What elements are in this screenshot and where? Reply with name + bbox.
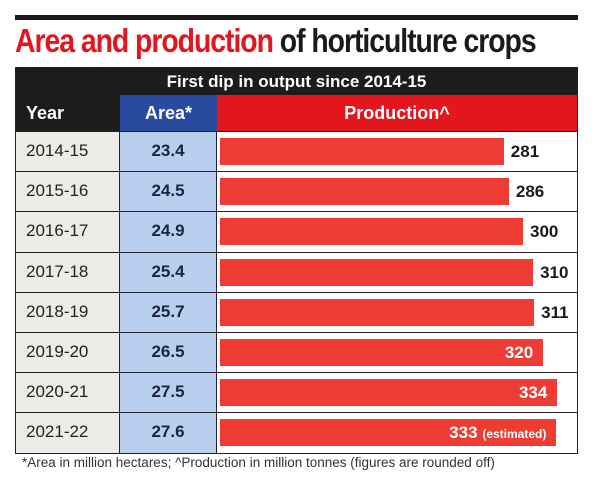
top-rule — [15, 15, 578, 20]
production-value: 310 — [540, 262, 569, 282]
header-row: Year Area* Production^ — [16, 95, 577, 131]
chart-title: Area and production of horticulture crop… — [15, 22, 537, 60]
production-label: 334 — [519, 379, 547, 406]
table-row: 2014-15 23.4 281 — [16, 131, 577, 172]
area-cell: 27.5 — [120, 373, 217, 413]
area-cell: 23.4 — [120, 132, 217, 172]
year-cell: 2020-21 — [16, 373, 120, 413]
production-bar — [220, 138, 504, 165]
production-value: 320 — [504, 342, 534, 362]
production-value: 333 — [449, 423, 478, 443]
header-year: Year — [16, 95, 120, 131]
area-cell: 24.5 — [120, 172, 217, 212]
year-cell: 2021-22 — [16, 413, 120, 453]
data-table: First dip in output since 2014-15 Year A… — [15, 67, 578, 454]
production-bar — [220, 218, 523, 246]
production-cell: 334 — [217, 373, 577, 413]
area-cell: 24.9 — [120, 212, 217, 252]
estimated-note: (estimated) — [482, 427, 547, 442]
production-value: 334 — [518, 383, 548, 403]
production-bar — [220, 338, 544, 366]
area-cell: 27.6 — [120, 413, 217, 453]
title-rest: of horticulture crops — [279, 22, 537, 59]
table-row: 2017-18 25.4 310 — [16, 251, 577, 292]
subtitle: First dip in output since 2014-15 — [16, 68, 577, 95]
area-cell: 25.4 — [120, 252, 217, 292]
year-cell: 2014-15 — [16, 132, 120, 172]
table-row: 2020-21 27.5 334 — [16, 372, 577, 413]
header-production: Production^ — [217, 95, 577, 131]
production-cell: 281 — [217, 132, 577, 172]
production-bar — [220, 379, 558, 407]
production-value: 311 — [541, 302, 569, 322]
header-area: Area* — [120, 95, 217, 131]
table-row: 2021-22 27.6 333 (estimated) — [16, 412, 577, 453]
production-label: 320 — [505, 339, 533, 366]
production-label: 300 — [530, 218, 558, 245]
year-cell: 2015-16 — [16, 172, 120, 212]
year-cell: 2018-19 — [16, 292, 120, 332]
production-cell: 333 (estimated) — [217, 413, 577, 453]
table-row: 2015-16 24.5 286 — [16, 171, 577, 212]
area-cell: 25.7 — [120, 292, 217, 332]
title-highlight: Area and production — [15, 22, 274, 59]
table-row: 2019-20 26.5 320 — [16, 331, 577, 373]
production-bar — [220, 298, 535, 326]
table-row: 2018-19 25.7 311 — [16, 291, 577, 332]
production-label: 286 — [516, 178, 544, 205]
production-label: 281 — [511, 138, 539, 165]
year-cell: 2019-20 — [16, 332, 120, 373]
production-label: 311 — [541, 299, 568, 326]
area-cell: 26.5 — [120, 332, 217, 373]
table-row: 2016-17 24.9 300 — [16, 211, 577, 252]
production-cell: 300 — [217, 212, 577, 252]
production-value: 286 — [515, 182, 545, 202]
production-label: 310 — [540, 259, 568, 286]
year-cell: 2016-17 — [16, 212, 120, 252]
production-value: 281 — [510, 142, 540, 161]
production-bar — [220, 419, 557, 447]
production-bar — [220, 258, 534, 286]
production-cell: 311 — [217, 292, 577, 332]
production-bar — [220, 178, 509, 206]
footnote: *Area in million hectares; ^Production i… — [22, 455, 495, 470]
production-label: 333 (estimated) — [449, 419, 546, 448]
year-cell: 2017-18 — [16, 252, 120, 292]
production-cell: 286 — [217, 172, 577, 212]
production-cell: 320 — [217, 332, 577, 373]
production-cell: 310 — [217, 252, 577, 292]
production-value: 300 — [530, 222, 559, 242]
